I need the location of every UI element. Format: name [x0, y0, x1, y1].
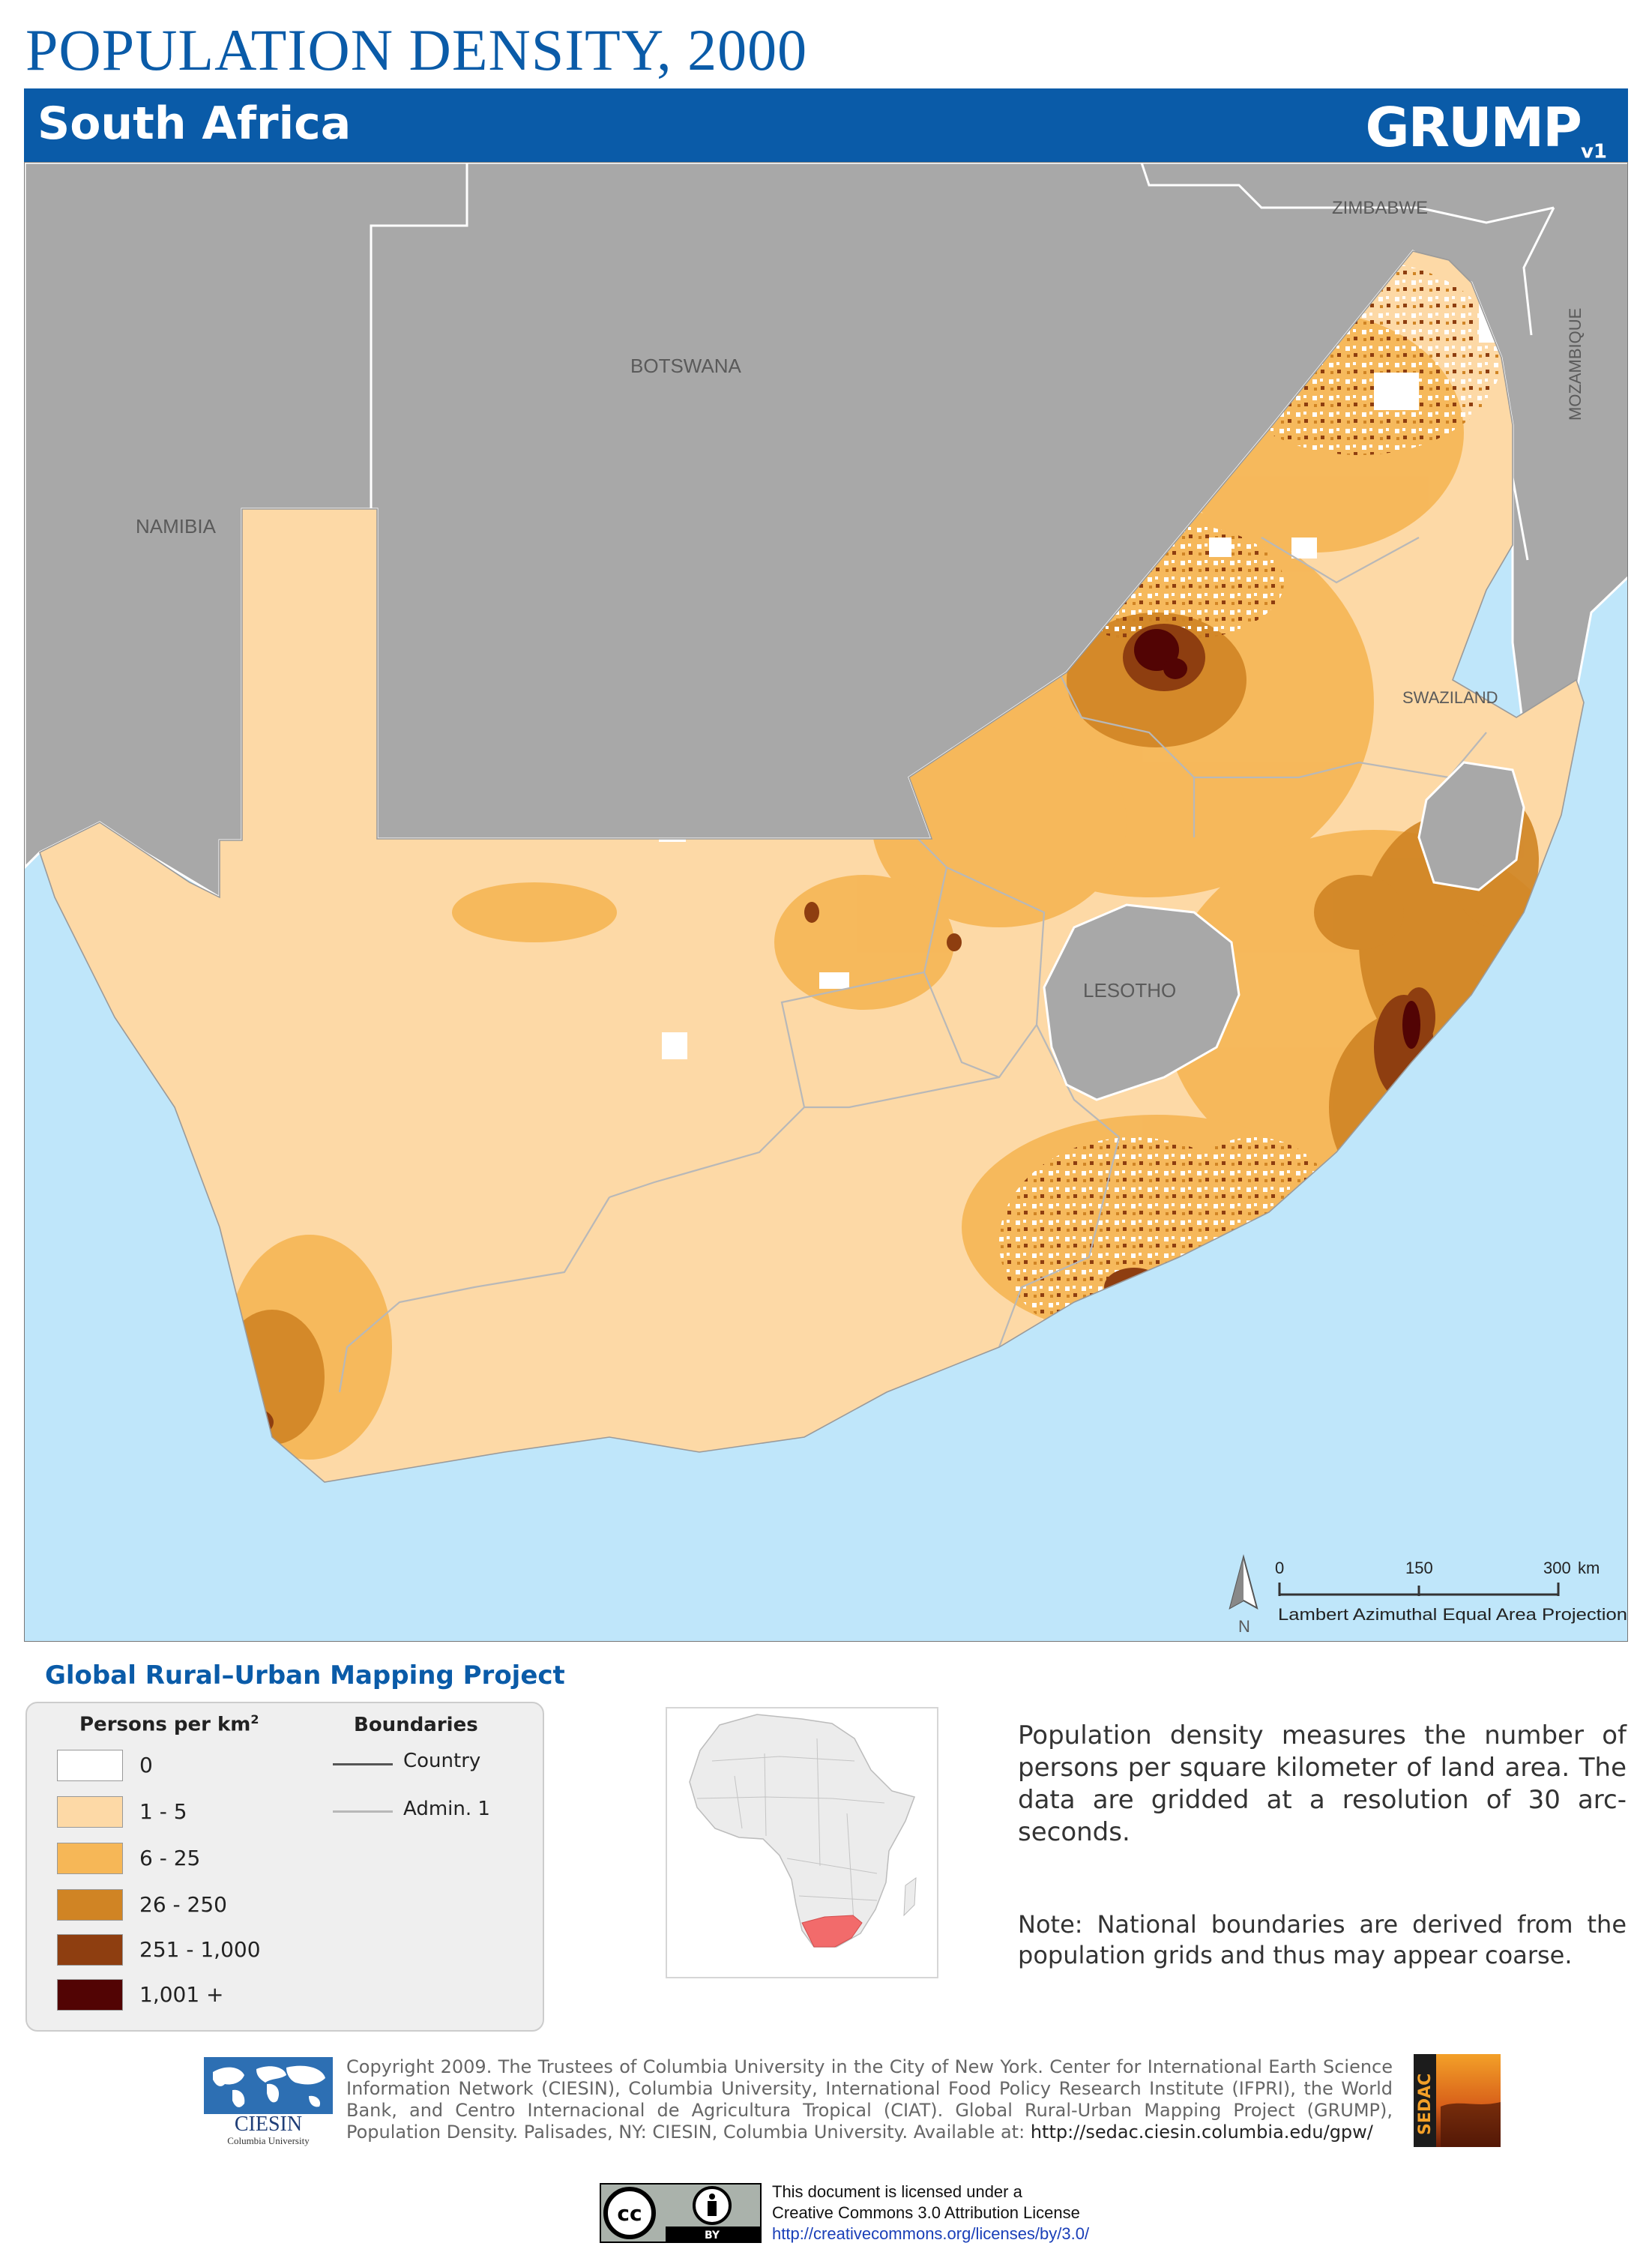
ciesin-logo: CIESIN Columbia University	[202, 2056, 334, 2147]
description-text: Population density measures the number o…	[1018, 1720, 1627, 1847]
svg-text:km: km	[1578, 1559, 1600, 1577]
svg-text:Columbia University: Columbia University	[227, 2135, 310, 2146]
legend-class-label: 6 - 25	[139, 1846, 201, 1870]
svg-text:BY: BY	[705, 2230, 720, 2242]
svg-text:N: N	[1238, 1617, 1250, 1636]
zimbabwe-label: ZIMBABWE	[1332, 198, 1428, 218]
lesotho-shape	[1043, 903, 1240, 1101]
africa-locator-map	[666, 1707, 938, 1978]
svg-text:SEDAC: SEDAC	[1416, 2074, 1435, 2135]
sedac-logo: SEDAC	[1414, 2054, 1501, 2147]
admin-line-symbol	[333, 1810, 393, 1813]
legend-density-title: Persons per km2	[79, 1712, 259, 1736]
lesotho-label: LESOTHO	[1083, 979, 1176, 1002]
boundary-admin-label: Admin. 1	[403, 1798, 490, 1820]
svg-text:300: 300	[1543, 1559, 1571, 1577]
svg-text:cc: cc	[617, 2201, 642, 2226]
svg-text:0: 0	[1275, 1559, 1284, 1577]
copyright-text: Copyright 2009. The Trustees of Columbia…	[346, 2056, 1393, 2143]
north-arrow: N	[1229, 1554, 1258, 1636]
country-name: South Africa	[37, 97, 352, 150]
legend: Persons per km2 Boundaries 0 1 - 5 6 - 2…	[25, 1702, 544, 2032]
boundary-country-label: Country	[403, 1750, 481, 1772]
swaziland-shape	[1417, 761, 1525, 891]
cc-license-badge[interactable]: cc BY	[600, 2183, 762, 2243]
legend-swatch-1	[57, 1796, 123, 1828]
license-link[interactable]: http://creativecommons.org/licenses/by/3…	[772, 2224, 1090, 2243]
botswana-label: BOTSWANA	[630, 355, 741, 377]
legend-class-label: 251 - 1,000	[139, 1937, 261, 1962]
legend-swatch-4	[57, 1934, 123, 1966]
note-text: Note: National boundaries are derived fr…	[1018, 1910, 1627, 1969]
page-title: POPULATION DENSITY, 2000	[25, 17, 808, 82]
svg-text:150: 150	[1405, 1559, 1433, 1577]
mozambique-label: MOZAMBIQUE	[1566, 308, 1585, 421]
projection-label: Lambert Azimuthal Equal Area Projection	[1278, 1605, 1627, 1624]
svg-text:CIESIN: CIESIN	[235, 2113, 302, 2136]
title-banner: South Africa GRUMPv1	[24, 88, 1628, 163]
project-name: Global Rural–Urban Mapping Project	[45, 1661, 565, 1690]
legend-class-label: 26 - 250	[139, 1892, 227, 1917]
grump-logo: GRUMPv1	[1365, 96, 1607, 163]
legend-swatch-2	[57, 1843, 123, 1874]
country-borders	[370, 163, 1555, 561]
scale-bar: 0 150 300 km Lambert Azimuthal Equal Are…	[1275, 1559, 1627, 1624]
legend-swatch-0	[57, 1750, 123, 1781]
legend-class-label: 1 - 5	[139, 1799, 187, 1824]
map-panel[interactable]: ZIMBABWE BOTSWANA NAMIBIA MOZAMBIQUE SWA…	[24, 162, 1628, 1642]
legend-class-label: 1,001 +	[139, 1982, 224, 2007]
legend-swatch-3	[57, 1889, 123, 1921]
namibia-label: NAMIBIA	[136, 515, 217, 538]
license-text: This document is licensed under a Creati…	[772, 2182, 1090, 2243]
country-line-symbol	[333, 1763, 393, 1765]
swaziland-label: SWAZILAND	[1402, 688, 1498, 707]
legend-boundaries-title: Boundaries	[354, 1714, 478, 1736]
legend-swatch-5	[57, 1979, 123, 2011]
legend-class-label: 0	[139, 1753, 153, 1777]
